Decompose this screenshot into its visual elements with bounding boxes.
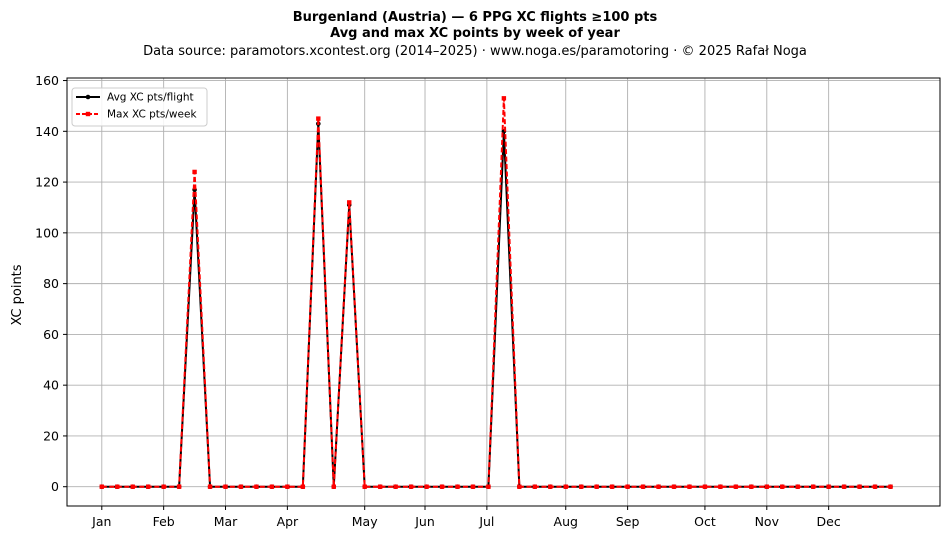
y-tick-label: 140 [35,124,59,139]
x-tick-label: Apr [277,514,299,529]
chart-source-note: Data source: paramotors.xcontest.org (20… [143,44,807,59]
max-data-point [888,484,893,489]
series-layer [99,96,893,490]
x-tick-label: Nov [755,514,780,529]
max-data-point [841,484,847,489]
max-data-point [687,484,692,489]
x-tick-label: Mar [214,514,238,529]
max-data-point [300,484,306,489]
max-data-point [254,484,259,489]
y-tick-label: 0 [51,479,59,494]
max-data-point [872,484,878,489]
max-data-point [316,116,321,121]
max-data-point [749,484,754,489]
max-data-point [145,484,151,489]
max-data-point [347,200,352,205]
max-data-point [764,484,769,489]
max-data-point [501,96,507,101]
max-data-point [238,484,244,489]
max-data-point [130,484,135,489]
legend: Avg XC pts/flight Max XC pts/week [71,87,208,127]
max-data-point [656,484,661,489]
x-tick-label: Jul [478,514,494,529]
ticks-layer: 0 20 40 60 80 100 120 140 160 Jan Feb Mar Apr May Jun J… [35,73,841,529]
legend-label-max: Max XC pts/week [107,109,197,121]
max-data-point [192,169,197,175]
max-data-point [810,484,816,489]
max-data-point [393,484,398,489]
max-data-point [594,484,599,489]
max-data-point [826,484,831,489]
max-data-point [733,484,739,489]
max-data-point [625,484,630,489]
y-tick-label: 40 [43,378,59,393]
max-data-point [377,484,383,489]
max-data-point [671,484,677,489]
x-tick-label: May [352,514,378,529]
max-data-point [455,484,460,489]
x-tick-label: Jan [91,514,111,529]
legend-marker-avg [85,94,91,100]
legend-frame [71,87,208,127]
max-data-point [223,484,228,489]
max-data-point [176,484,182,489]
max-data-point [563,484,568,489]
max-data-point [161,484,166,489]
max-data-point [408,484,414,489]
x-tick-label: Oct [694,514,716,529]
x-tick-label: Sep [616,514,640,529]
max-data-point [331,484,336,489]
x-tick-label: Feb [153,514,175,529]
legend-label-avg: Avg XC pts/flight [107,92,194,104]
max-data-point [269,484,275,489]
max-data-point [780,484,785,489]
max-data-point [424,484,429,489]
max-data-point [99,484,104,489]
x-tick-label: Dec [817,514,841,529]
x-tick-label: Aug [554,514,578,529]
max-data-point [207,484,213,489]
max-data-point [857,484,862,489]
x-tick-label: Jun [414,514,435,529]
max-data-point [640,484,646,489]
max-data-point [439,484,445,489]
chart-title: Burgenland (Austria) — 6 PPG XC flights … [293,10,658,25]
max-data-point [795,484,800,489]
grid-layer [67,78,940,506]
y-tick-label: 60 [43,327,59,342]
y-tick-label: 160 [35,73,59,88]
max-data-point [285,484,290,489]
chart-subtitle: Avg and max XC points by week of year [330,26,620,41]
max-data-point [532,484,538,489]
y-tick-label: 120 [35,175,59,190]
max-data-point [609,484,615,489]
max-series-line [101,97,891,488]
max-data-point [548,484,553,489]
max-data-point [718,484,723,489]
max-data-point [362,484,367,489]
legend-marker-max [85,111,91,117]
max-data-point [517,484,522,489]
plot-frame [66,77,941,507]
y-tick-label: 20 [43,428,59,443]
y-tick-label: 80 [43,276,59,291]
y-tick-label: 100 [35,225,59,240]
max-data-point [115,484,120,489]
max-data-point [486,484,491,489]
max-data-point [702,484,708,489]
max-data-point [470,484,476,489]
y-axis-label: XC points [10,264,25,325]
max-data-point [579,484,584,489]
